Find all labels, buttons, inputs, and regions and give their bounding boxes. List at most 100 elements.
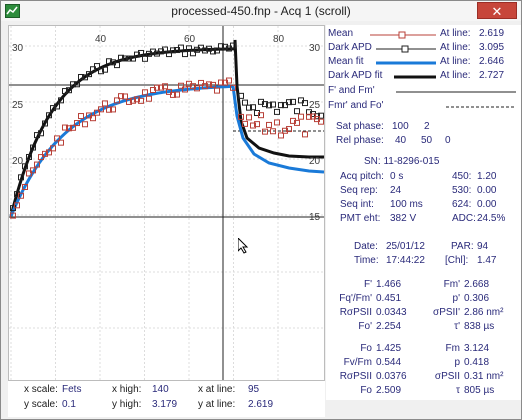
mean-point	[198, 79, 204, 86]
adc-value: 24.5%	[477, 213, 506, 224]
mean-point	[306, 113, 312, 120]
param-tau-prime-value: 838 µs	[464, 321, 495, 332]
x-scale-value[interactable]: Fets	[62, 384, 82, 395]
mean-point	[30, 167, 36, 174]
dark-apd-point	[302, 100, 308, 107]
mean-point	[230, 84, 236, 91]
dark-apd-point	[38, 130, 44, 137]
mean-point	[78, 113, 84, 120]
param-p-label: p	[454, 357, 460, 368]
x-tick-40: 40	[95, 34, 107, 45]
mean-point	[270, 128, 276, 135]
dark-apd-point	[22, 163, 28, 170]
mean-point	[182, 86, 188, 93]
legend-dark-apd-fit-swatch	[394, 75, 436, 79]
mean-point	[138, 97, 144, 104]
ch624-label: 624:	[452, 199, 472, 210]
mean-point	[170, 91, 176, 98]
mean-point	[250, 122, 256, 129]
dark-apd-point	[54, 103, 60, 110]
x-tick-80: 80	[273, 34, 285, 45]
mean-point	[62, 124, 68, 131]
param-fm-prime-value: 2.668	[464, 279, 490, 290]
y-tick-right-20: 20	[309, 156, 321, 167]
param-fq-fm-value: 0.451	[376, 293, 402, 304]
legend-mean-fit-swatch	[376, 61, 436, 65]
sat-phase-value-2: 2	[424, 121, 430, 132]
param-rsigma-value: 0.0343	[376, 307, 407, 318]
param-fo-prime-label: Fo'	[358, 321, 372, 332]
dark-apd-point	[210, 48, 216, 55]
mean-point	[142, 89, 148, 96]
param-rsigma-dark-value: 0.0376	[376, 371, 407, 382]
chl-label: [Chl]:	[445, 255, 469, 266]
mean-point	[162, 83, 168, 90]
dark-apd-point	[274, 108, 280, 115]
time-value: 17:44:22	[386, 255, 425, 266]
dark-apd-point	[30, 144, 36, 151]
mean-point	[158, 84, 164, 91]
ch450-label: 450:	[452, 171, 472, 182]
marker-f-fm-line	[396, 91, 516, 93]
param-fm-value: 3.124	[464, 343, 490, 354]
plot-area[interactable]: 30 25 20 30 25 20 15 40 60 80	[8, 25, 325, 381]
x-at-line-value[interactable]: 95	[248, 384, 260, 395]
y-scale-value[interactable]: 0.1	[62, 399, 76, 410]
param-fv-fm-label: Fv/Fm	[343, 357, 372, 368]
dark-apd-point	[162, 46, 168, 53]
dark-apd-point	[286, 99, 292, 106]
x-tick-60: 60	[184, 34, 196, 45]
y-at-line-value[interactable]: 2.619	[248, 399, 274, 410]
mean-point	[278, 132, 284, 139]
legend-dark-apd-fit-value: 2.727	[479, 70, 505, 81]
y-at-line-label: y at line:	[198, 399, 236, 410]
ch530-value: 0.00	[477, 185, 497, 196]
mean-point	[106, 106, 112, 113]
mouse-cursor-icon	[238, 238, 249, 254]
par-value: 94	[477, 241, 489, 252]
title-bar[interactable]: processed-450.fnp - Acq 1 (scroll) ✕	[1, 1, 521, 21]
acq-pitch-value: 0 s	[390, 171, 404, 182]
dark-apd-point	[14, 191, 20, 198]
dark-apd-point	[294, 108, 300, 115]
y-high-value[interactable]: 3.179	[152, 399, 178, 410]
mean-point	[246, 114, 252, 121]
param-fo-prime-value: 2.254	[376, 321, 402, 332]
window-title: processed-450.fnp - Acq 1 (scroll)	[171, 4, 351, 18]
dark-apd-point	[66, 87, 72, 94]
mean-point	[34, 161, 40, 168]
mean-point	[26, 170, 32, 177]
mean-point	[282, 127, 288, 134]
legend-dark-apd-fit-at-label: At line:	[440, 70, 471, 81]
mean-point	[50, 145, 56, 152]
pmt-eht-value: 382 V	[390, 213, 417, 224]
pmt-eht-label: PMT eht:	[340, 213, 381, 224]
dark-apd-point	[122, 55, 128, 62]
param-p-prime-label: p'	[452, 293, 460, 304]
dark-apd-point	[246, 104, 252, 111]
dark-apd-point	[230, 42, 236, 49]
dark-apd-point	[34, 132, 40, 139]
marker-f-fm-label: F' and Fm'	[328, 85, 375, 96]
dark-apd-point	[126, 55, 132, 62]
mean-point	[42, 150, 48, 157]
param-f-prime-value: 1.466	[376, 279, 402, 290]
dark-apd-point	[190, 50, 196, 57]
x-high-value[interactable]: 140	[152, 384, 169, 395]
mean-point	[194, 85, 200, 92]
x-scale-label: x scale:	[24, 384, 58, 395]
seq-int-value: 100 ms	[390, 199, 423, 210]
legend-dark-apd-fit-label: Dark APD fit	[328, 70, 383, 81]
legend-mean-at-label: At line:	[440, 28, 471, 39]
param-fm-label: Fm	[445, 343, 460, 354]
info-panel: Mean At line: 2.619 Dark APD At line: 3.…	[326, 25, 521, 400]
dark-apd-point	[106, 58, 112, 65]
mean-point	[94, 109, 100, 116]
mean-point	[154, 84, 160, 91]
plot-grid	[9, 26, 324, 380]
dark-apd-point	[250, 104, 256, 111]
close-button[interactable]: ✕	[477, 2, 517, 19]
adc-label: ADC:	[452, 213, 476, 224]
dark-apd-point	[90, 66, 96, 73]
param-tau-prime-label: τ'	[454, 321, 460, 332]
